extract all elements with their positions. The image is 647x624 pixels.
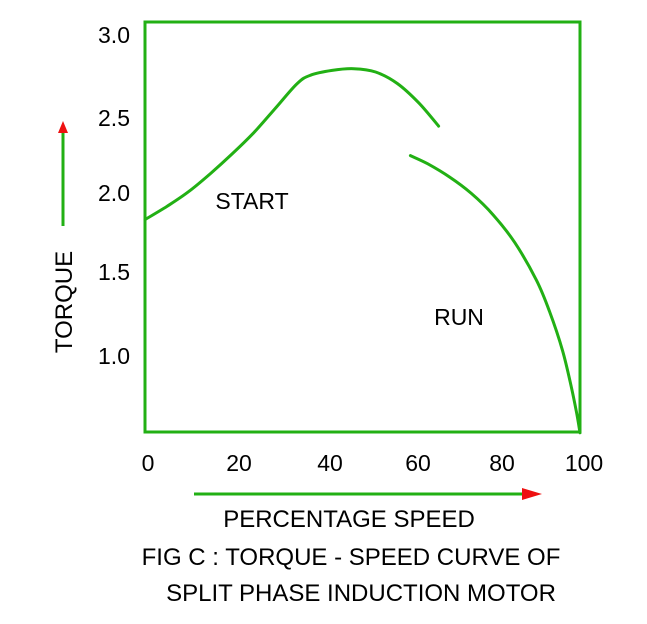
y-tick-1-5: 1.5: [98, 259, 130, 285]
series-layer: [143, 67, 582, 435]
series-line-start: [143, 67, 441, 222]
y-axis-title: TORQUE: [51, 251, 78, 353]
x-tick-80: 80: [489, 450, 515, 476]
y-tick-3-0: 3.0: [98, 22, 130, 48]
y-tick-1-0: 1.0: [98, 343, 130, 369]
x-tick-60: 60: [405, 450, 431, 476]
x-tick-20: 20: [226, 450, 252, 476]
y-axis-arrow-head: [58, 121, 68, 133]
y-tick-2-0: 2.0: [98, 180, 130, 206]
x-tick-40: 40: [317, 450, 343, 476]
y-tick-2-5: 2.5: [98, 105, 130, 131]
plot-frame: [143, 20, 582, 434]
x-tick-0: 0: [142, 450, 155, 476]
series-line-run: [408, 154, 582, 435]
start-curve-label: START: [215, 188, 288, 214]
run-curve-label: RUN: [434, 304, 484, 330]
figure-caption-line-2: SPLIT PHASE INDUCTION MOTOR: [166, 580, 556, 607]
x-tick-100: 100: [565, 450, 603, 476]
x-axis-arrow-head: [522, 488, 542, 500]
x-axis-title: PERCENTAGE SPEED: [223, 506, 475, 533]
figure-caption-line-1: FIG C : TORQUE - SPEED CURVE OF: [142, 544, 561, 571]
